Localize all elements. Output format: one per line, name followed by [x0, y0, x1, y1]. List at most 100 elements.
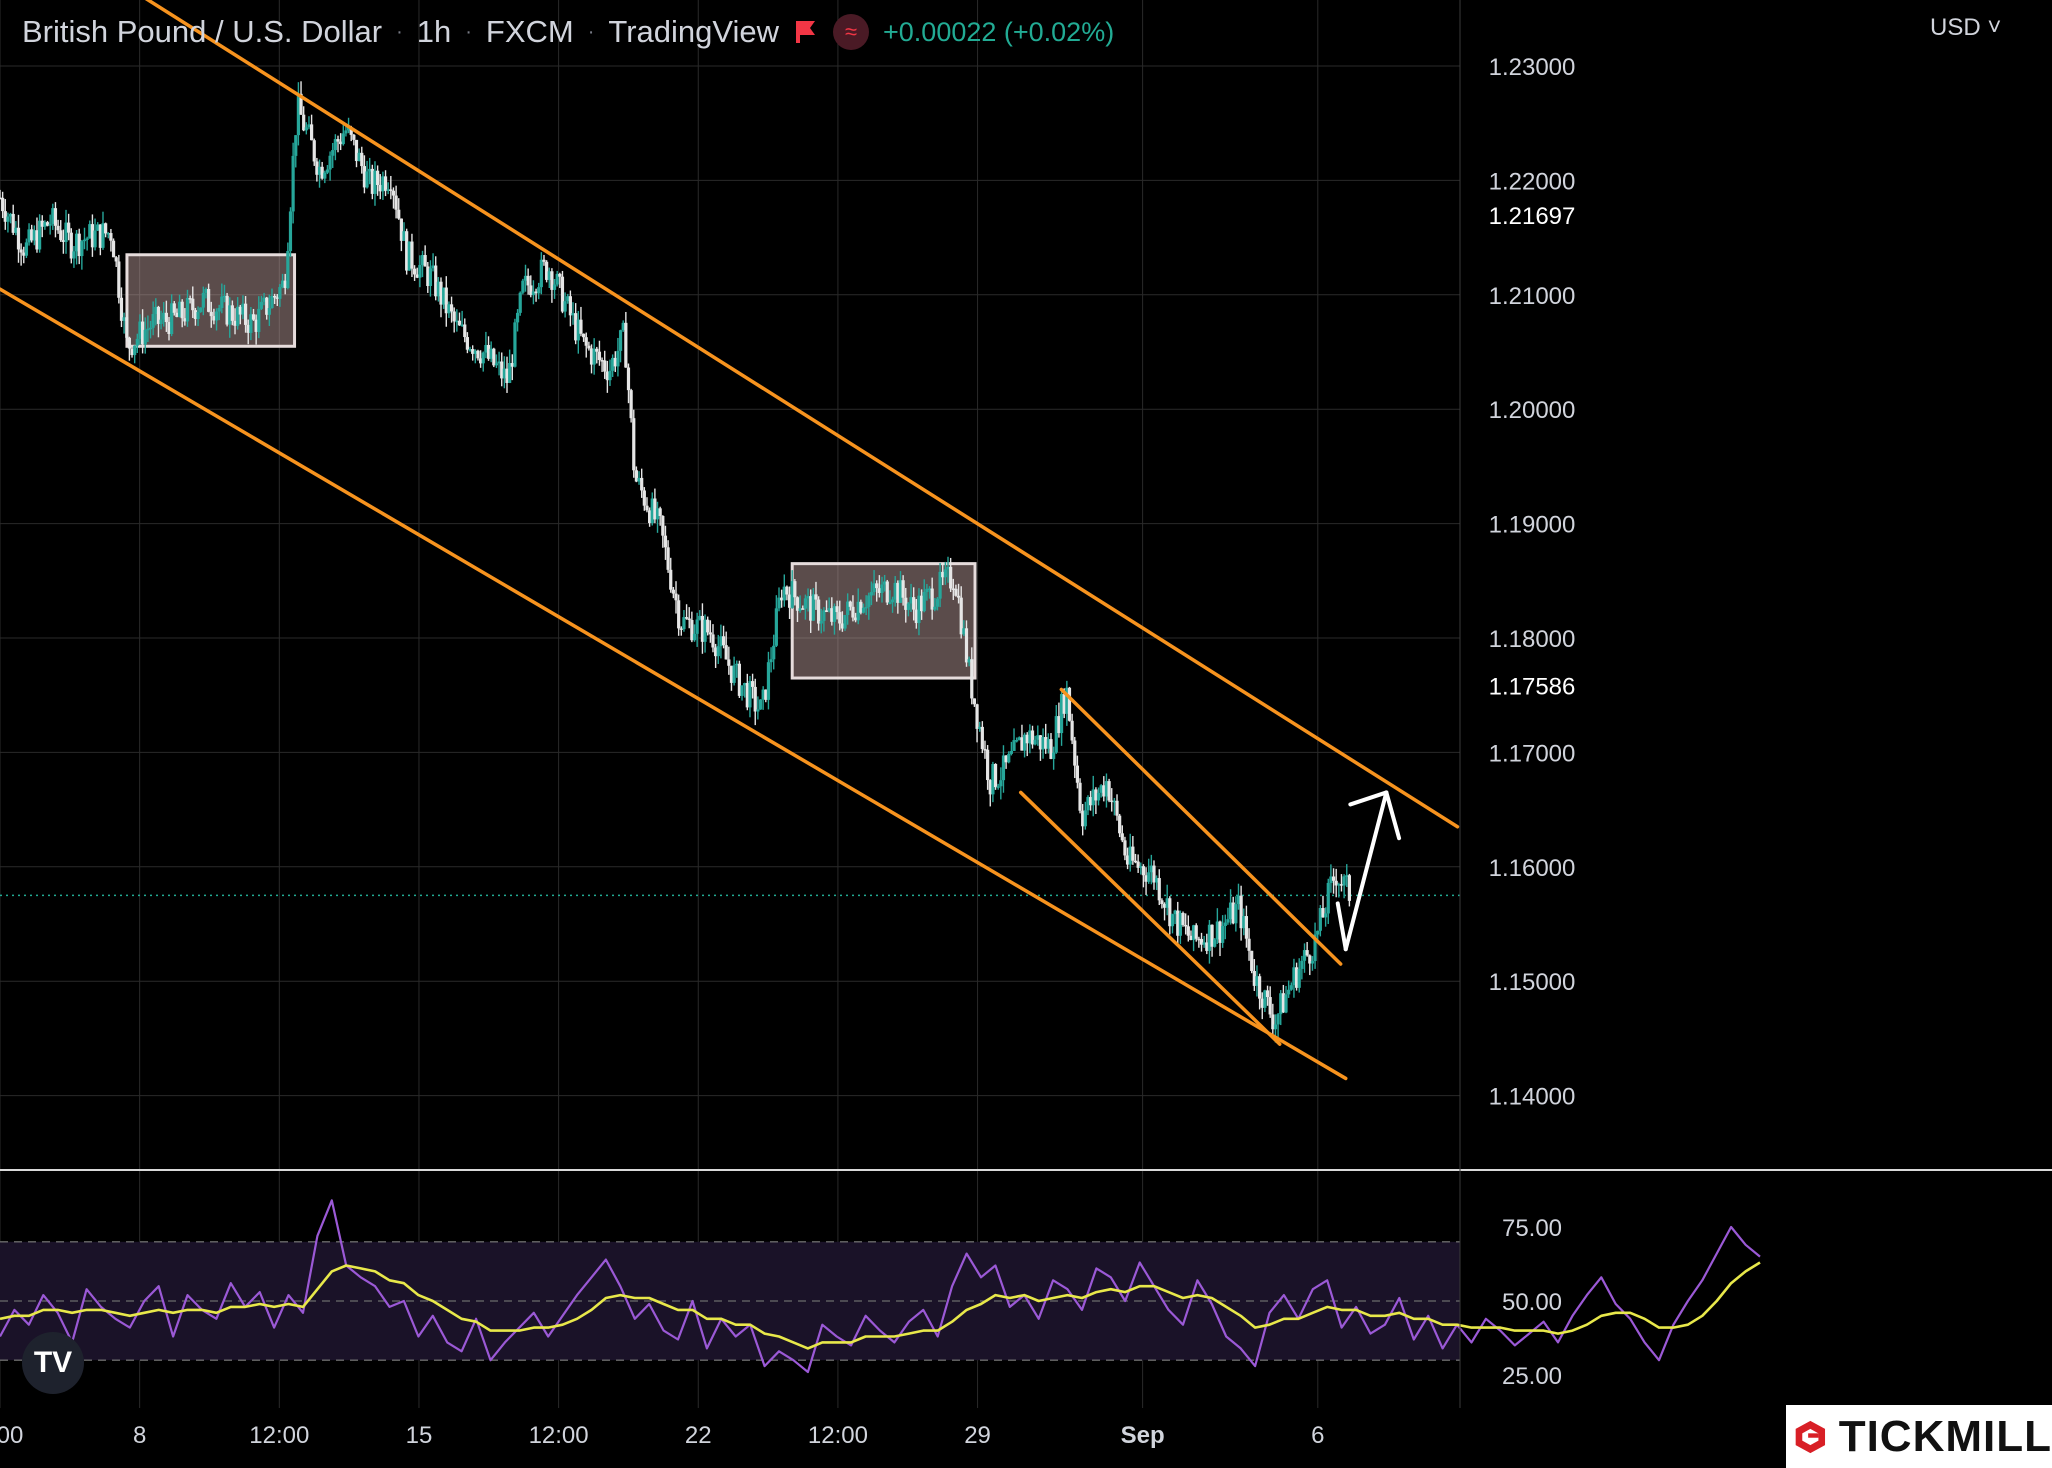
candle-body — [251, 314, 256, 320]
candle-body — [1324, 913, 1328, 918]
candle-body — [769, 659, 773, 663]
candle-body — [1302, 950, 1307, 961]
series-rsi — [0, 1199, 1761, 1374]
price-tick-label: 1.16000 — [1489, 855, 1576, 882]
candle-body — [869, 592, 874, 596]
symbol-title[interactable]: British Pound / U.S. Dollar — [22, 14, 383, 49]
price-tick-label: 1.18000 — [1489, 626, 1576, 653]
candle-body — [457, 320, 462, 326]
candle-body — [993, 764, 998, 788]
candle-body — [1102, 785, 1106, 797]
candle-body — [439, 281, 443, 305]
candle-body — [1260, 998, 1264, 1008]
candle-body — [925, 588, 929, 592]
candle-body — [661, 516, 665, 536]
price-label-box — [1462, 199, 1582, 232]
candle-body — [975, 704, 979, 729]
candle-body — [72, 251, 76, 259]
candle-body — [1110, 800, 1114, 803]
candle-body — [1247, 938, 1251, 951]
candle-body — [288, 211, 293, 252]
candle-body — [370, 168, 374, 194]
candle-body — [684, 617, 689, 619]
candle-body — [479, 358, 483, 364]
candle-body — [310, 124, 314, 141]
candle-body — [1041, 737, 1045, 750]
candle-body — [795, 597, 800, 611]
candle-body — [407, 241, 411, 271]
candle-body — [1075, 765, 1080, 783]
candle-body — [1294, 967, 1299, 988]
candle-body — [883, 581, 887, 585]
candle-body — [1144, 875, 1148, 882]
platform-label: TradingView — [608, 14, 780, 49]
candle-body — [1337, 884, 1341, 886]
candle-body — [1202, 942, 1206, 945]
candle-body — [621, 322, 625, 331]
flag-icon[interactable] — [793, 19, 819, 45]
candle-body — [273, 295, 277, 298]
candle-body — [1162, 904, 1167, 908]
candle-body — [922, 591, 926, 612]
candle-body — [77, 233, 81, 257]
candle-body — [127, 337, 131, 349]
candle-body — [1052, 752, 1056, 759]
candle-body — [1120, 833, 1124, 841]
candle-body — [727, 659, 731, 666]
candle-body — [1318, 908, 1322, 931]
candle-body — [1310, 961, 1315, 964]
candle-body — [111, 240, 116, 258]
candle-body — [1242, 916, 1246, 929]
candle-body — [875, 583, 879, 589]
candle-body — [1147, 872, 1151, 882]
candle-body — [566, 296, 570, 302]
candle-body — [460, 324, 464, 326]
candle-body — [537, 287, 541, 294]
trendline-wedge-upper — [1059, 687, 1343, 966]
candle-body — [745, 683, 749, 708]
candle-body — [185, 298, 190, 322]
candle-body — [840, 623, 844, 629]
candle-body — [106, 233, 110, 235]
candle-body — [341, 133, 345, 145]
candle-body — [96, 224, 100, 231]
candle-body — [125, 317, 129, 338]
candle-body — [605, 371, 609, 381]
candle-body — [743, 683, 747, 686]
candle-body — [35, 230, 39, 250]
candle-body — [943, 569, 947, 578]
candle-body — [758, 699, 763, 710]
candle-body — [634, 470, 639, 482]
candle-body — [162, 312, 166, 320]
candle-body — [637, 477, 641, 482]
rsi-band — [0, 1241, 1460, 1361]
candle-body — [1284, 994, 1288, 1013]
candle-body — [30, 229, 34, 241]
candle-body — [296, 93, 300, 136]
candle-body — [1004, 755, 1008, 763]
candle-body — [967, 659, 971, 663]
candle-body — [82, 239, 87, 242]
candle-body — [196, 311, 200, 320]
time-tick-label: 2:00 — [0, 1422, 23, 1449]
candle-body — [67, 222, 71, 233]
candle-body — [389, 189, 393, 191]
candle-body — [906, 603, 910, 610]
currency-selector[interactable]: USD ˅ — [1930, 14, 2001, 42]
candle-body — [53, 208, 58, 226]
candle-body — [848, 601, 852, 607]
candle-body — [241, 303, 245, 315]
price-tick-label: 1.21000 — [1489, 283, 1576, 310]
candle-body — [1025, 734, 1029, 744]
candle-body — [1054, 716, 1058, 753]
candle-body — [803, 598, 808, 609]
tradingview-logo[interactable]: TV — [22, 1332, 84, 1394]
candle-body — [721, 636, 726, 646]
forecast-arrow — [1335, 790, 1402, 952]
rsi-tick-label: 50.00 — [1502, 1289, 1562, 1316]
candle-body — [708, 632, 712, 635]
interval-label[interactable]: 1h — [416, 14, 452, 49]
indicator-wave-icon[interactable]: ≈ — [833, 14, 870, 50]
time-tick-label: 12:00 — [808, 1422, 868, 1449]
